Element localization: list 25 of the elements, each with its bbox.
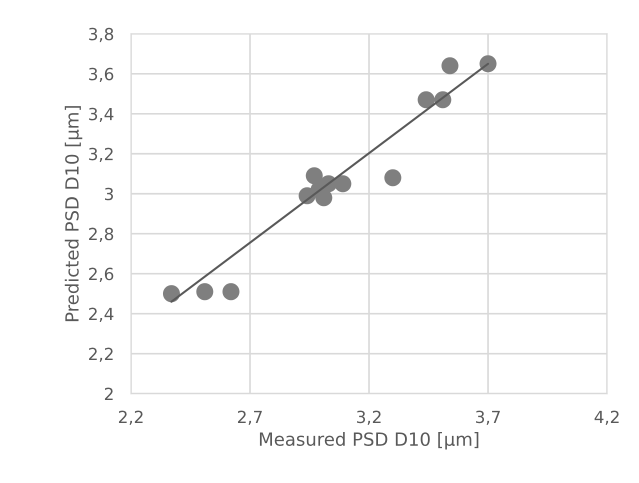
- y-axis-title: Predicted PSD D10 [µm]: [64, 106, 82, 322]
- point: [196, 283, 214, 300]
- y-tick-label: 2: [104, 388, 113, 400]
- x-tick-label: 3,2: [357, 410, 381, 425]
- point: [418, 91, 435, 108]
- x-tick-label: 4,2: [594, 410, 619, 425]
- x-tick-label: 2,2: [118, 410, 143, 425]
- x-tick-label: 2,7: [238, 410, 262, 425]
- y-tick-label: 2,2: [89, 348, 113, 362]
- y-tick-label: 3,2: [89, 148, 113, 162]
- y-tick-label: 2,4: [89, 308, 114, 322]
- y-tick-label: 2,8: [89, 228, 114, 242]
- x-tick-label: 3,7: [476, 410, 500, 425]
- point: [306, 167, 323, 184]
- point: [480, 55, 497, 72]
- point: [441, 57, 458, 74]
- y-tick-label: 2,6: [89, 268, 114, 282]
- y-tick-label: 3: [104, 188, 113, 200]
- point: [222, 283, 240, 300]
- y-tick-label: 3,6: [89, 68, 114, 82]
- y-tick-label: 3,8: [89, 28, 114, 42]
- point: [384, 169, 402, 186]
- y-tick-label: 3,4: [89, 108, 114, 122]
- x-axis-title: Measured PSD D10 [µm]: [260, 432, 478, 450]
- point: [334, 175, 352, 192]
